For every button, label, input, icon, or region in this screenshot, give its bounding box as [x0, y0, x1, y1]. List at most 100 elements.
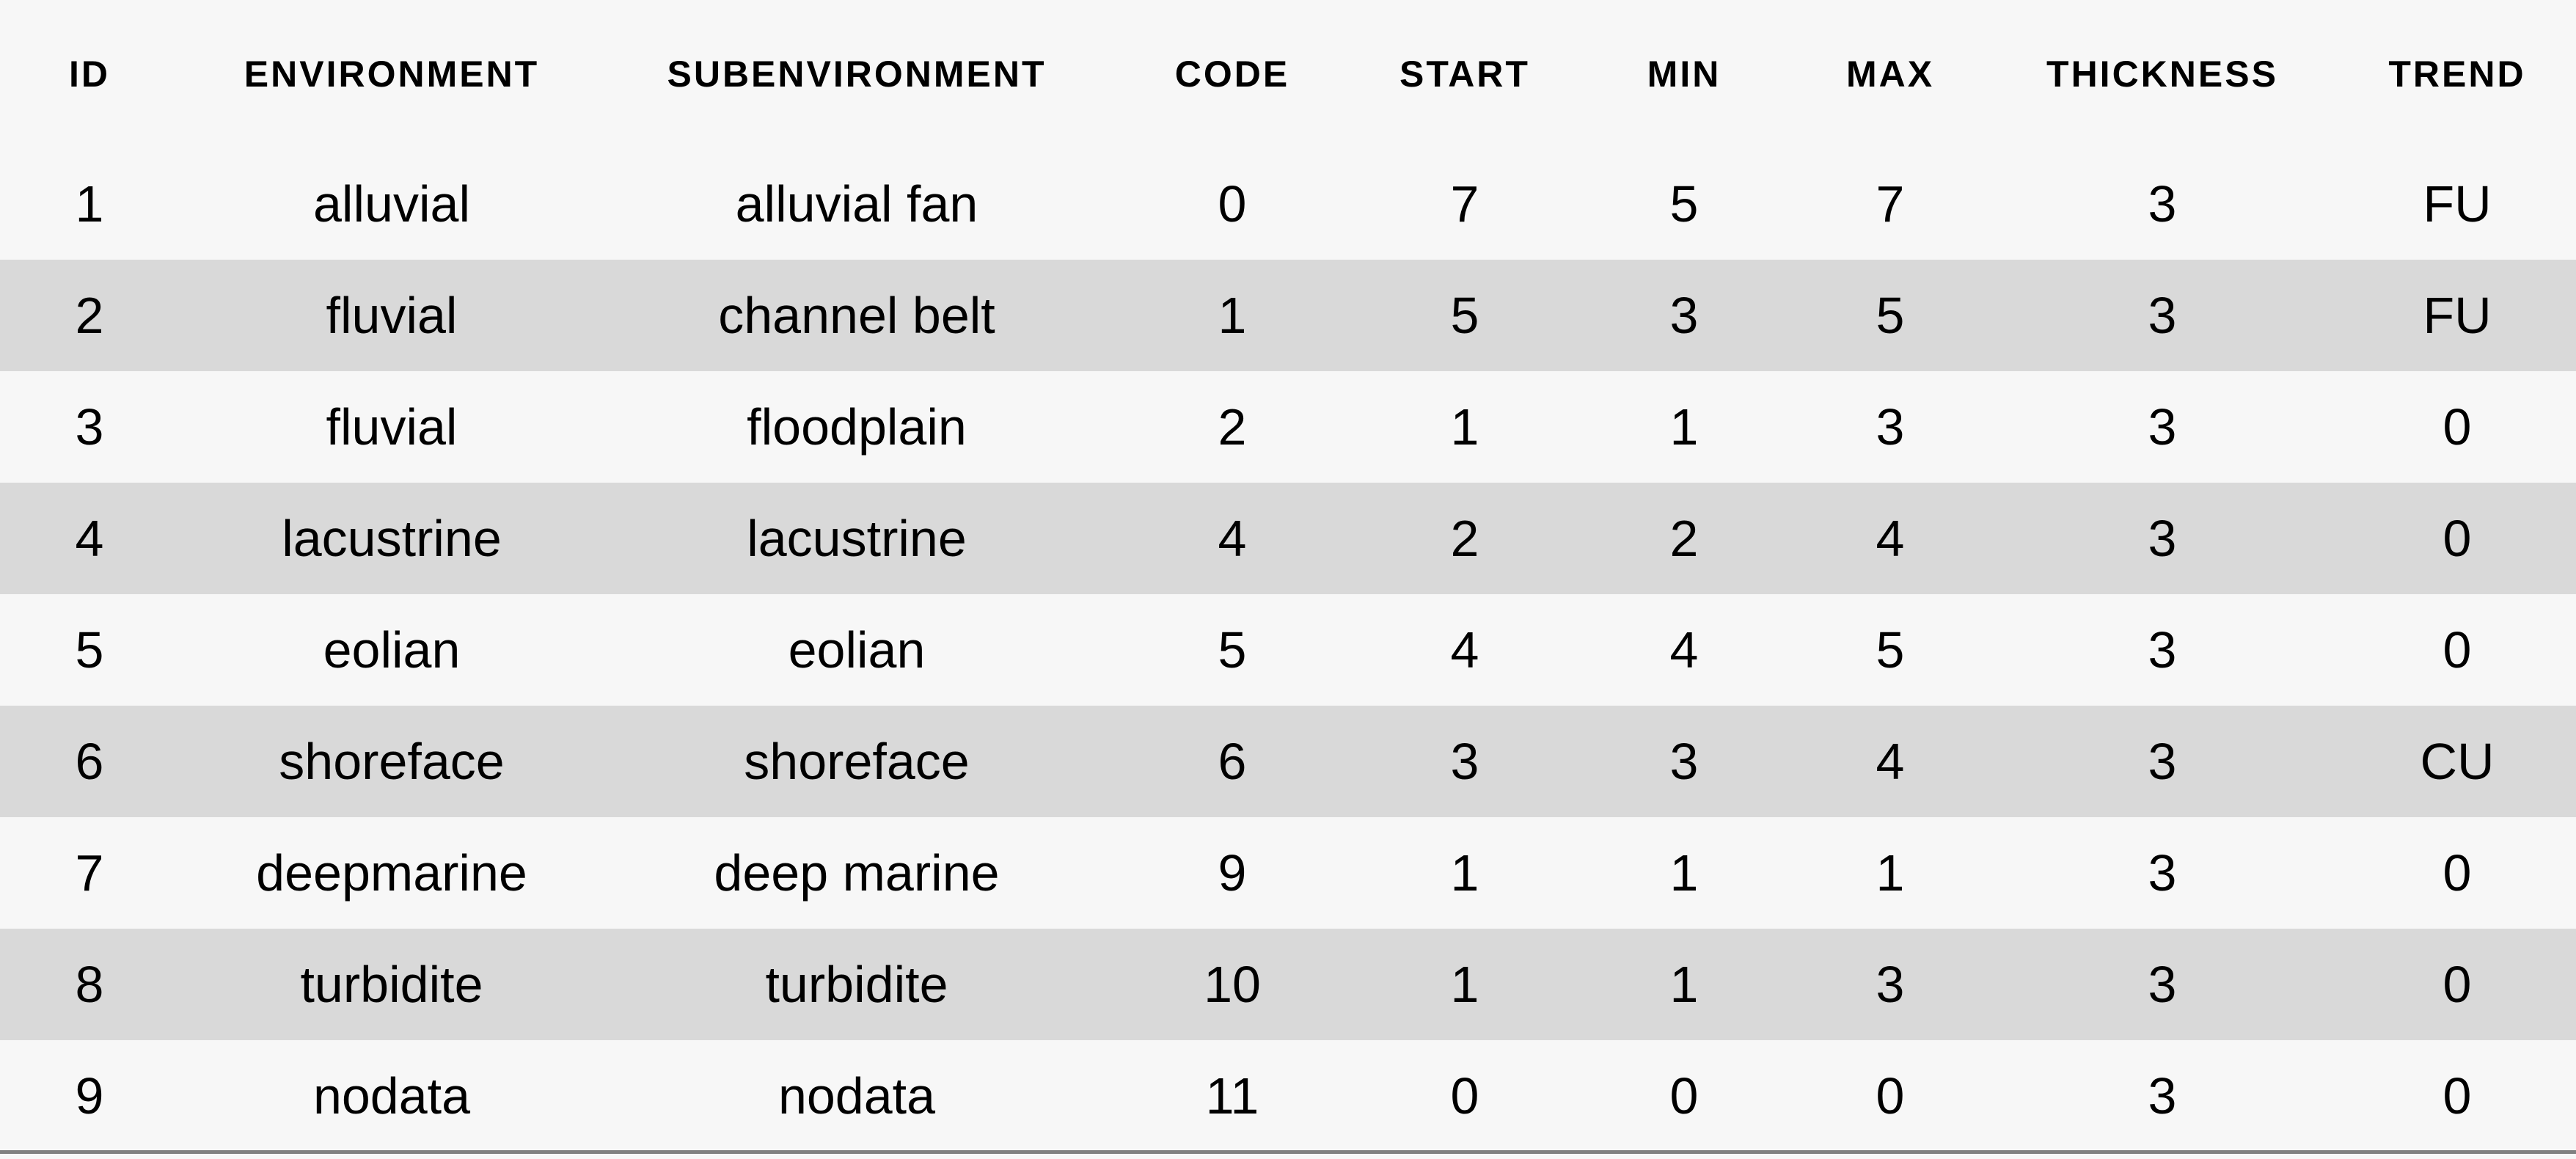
- cell-code: 11: [1205, 1067, 1259, 1125]
- cell-id: 5: [75, 621, 104, 679]
- cell-start: 3: [1450, 733, 1479, 790]
- cell-start: 1: [1450, 844, 1479, 902]
- column-header-start: START: [1399, 54, 1530, 95]
- cell-thickness: 3: [2148, 844, 2177, 902]
- cell-environment: nodata: [312, 1067, 471, 1125]
- column-header-thickness: THICKNESS: [2046, 54, 2278, 95]
- cell-max: 3: [1876, 956, 1905, 1013]
- column-header-environment: ENVIRONMENT: [244, 54, 540, 95]
- cell-start: 5: [1450, 287, 1479, 344]
- cell-trend: 0: [2443, 844, 2472, 902]
- cell-thickness: 3: [2148, 733, 2177, 790]
- cell-environment: turbidite: [300, 956, 483, 1013]
- cell-id: 4: [75, 510, 104, 567]
- cell-environment: lacustrine: [282, 510, 502, 567]
- cell-subenvironment: nodata: [777, 1067, 936, 1125]
- column-header-id: ID: [69, 54, 110, 95]
- table-bottom-rule: [0, 1150, 2576, 1154]
- cell-max: 7: [1876, 175, 1905, 233]
- cell-min: 1: [1669, 956, 1699, 1013]
- cell-id: 6: [75, 733, 104, 790]
- table-row: 2 fluvial channel belt 1 5 3 5 3 FU: [0, 260, 2576, 371]
- cell-trend: FU: [2423, 175, 2492, 233]
- cell-min: 1: [1669, 844, 1699, 902]
- cell-subenvironment: channel belt: [718, 287, 995, 344]
- cell-trend: 0: [2443, 1067, 2472, 1125]
- cell-code: 0: [1218, 175, 1247, 233]
- column-header-subenvironment: SUBENVIRONMENT: [667, 54, 1047, 95]
- cell-code: 6: [1218, 733, 1247, 790]
- cell-start: 0: [1450, 1067, 1479, 1125]
- table-row: 3 fluvial floodplain 2 1 1 3 3 0: [0, 371, 2576, 483]
- cell-id: 2: [75, 287, 104, 344]
- table-row: 5 eolian eolian 5 4 4 5 3 0: [0, 594, 2576, 706]
- cell-environment: deepmarine: [256, 844, 527, 902]
- cell-thickness: 3: [2148, 287, 2177, 344]
- cell-code: 1: [1218, 287, 1247, 344]
- cell-max: 1: [1876, 844, 1905, 902]
- cell-thickness: 3: [2148, 956, 2177, 1013]
- cell-max: 0: [1876, 1067, 1905, 1125]
- cell-max: 4: [1876, 733, 1905, 790]
- cell-trend: CU: [2420, 733, 2495, 790]
- cell-code: 10: [1204, 956, 1261, 1013]
- cell-subenvironment: lacustrine: [747, 510, 967, 567]
- cell-environment: fluvial: [326, 287, 458, 344]
- cell-subenvironment: eolian: [788, 621, 926, 679]
- column-header-trend: TREND: [2388, 54, 2526, 95]
- cell-subenvironment: shoreface: [744, 733, 970, 790]
- cell-code: 2: [1218, 398, 1247, 456]
- cell-trend: 0: [2443, 398, 2472, 456]
- cell-subenvironment: deep marine: [714, 844, 1000, 902]
- cell-start: 7: [1450, 175, 1479, 233]
- cell-thickness: 3: [2148, 398, 2177, 456]
- cell-min: 2: [1669, 510, 1699, 567]
- cell-environment: eolian: [323, 621, 461, 679]
- cell-thickness: 3: [2148, 621, 2177, 679]
- cell-environment: fluvial: [326, 398, 458, 456]
- table-header: ID ENVIRONMENT SUBENVIRONMENT CODE START MIN M…: [0, 0, 2576, 148]
- cell-thickness: 3: [2148, 1067, 2177, 1125]
- cell-trend: 0: [2443, 621, 2472, 679]
- cell-thickness: 3: [2148, 175, 2177, 233]
- cell-max: 5: [1876, 287, 1905, 344]
- cell-environment: alluvial: [313, 175, 470, 233]
- cell-thickness: 3: [2148, 510, 2177, 567]
- cell-id: 7: [75, 844, 104, 902]
- column-header-max: MAX: [1845, 54, 1935, 95]
- cell-trend: 0: [2443, 956, 2472, 1013]
- column-header-min: MIN: [1647, 54, 1721, 95]
- cell-subenvironment: turbidite: [765, 956, 948, 1013]
- cell-subenvironment: alluvial fan: [735, 175, 978, 233]
- cell-min: 5: [1669, 175, 1699, 233]
- table-row: 7 deepmarine deep marine 9 1 1 1 3 0: [0, 817, 2576, 929]
- cell-id: 3: [75, 398, 104, 456]
- cell-subenvironment: floodplain: [747, 398, 967, 456]
- cell-start: 2: [1450, 510, 1479, 567]
- cell-code: 5: [1218, 621, 1247, 679]
- table-row: 1 alluvial alluvial fan 0 7 5 7 3 FU: [0, 148, 2576, 260]
- cell-trend: 0: [2443, 510, 2472, 567]
- table-row: 6 shoreface shoreface 6 3 3 4 3 CU: [0, 706, 2576, 817]
- cell-min: 1: [1669, 398, 1699, 456]
- cell-max: 5: [1876, 621, 1905, 679]
- cell-max: 4: [1876, 510, 1905, 567]
- cell-code: 4: [1218, 510, 1247, 567]
- cell-id: 1: [75, 175, 104, 233]
- cell-max: 3: [1876, 398, 1905, 456]
- table-body: 1 alluvial alluvial fan 0 7 5 7 3 FU 2 fluvial chan…: [0, 148, 2576, 1152]
- column-header-code: CODE: [1174, 54, 1290, 95]
- table-row: 9 nodata nodata 11 0 0 0 3 0: [0, 1040, 2576, 1152]
- cell-id: 8: [75, 956, 104, 1013]
- cell-environment: shoreface: [279, 733, 505, 790]
- cell-id: 9: [75, 1067, 104, 1125]
- cell-start: 1: [1450, 398, 1479, 456]
- table-row: 4 lacustrine lacustrine 4 2 2 4 3 0: [0, 483, 2576, 594]
- cell-code: 9: [1218, 844, 1247, 902]
- table-row: 8 turbidite turbidite 10 1 1 3 3 0: [0, 929, 2576, 1040]
- cell-min: 3: [1669, 287, 1699, 344]
- header-row: ID ENVIRONMENT SUBENVIRONMENT CODE START MIN M…: [0, 0, 2576, 148]
- cell-min: 3: [1669, 733, 1699, 790]
